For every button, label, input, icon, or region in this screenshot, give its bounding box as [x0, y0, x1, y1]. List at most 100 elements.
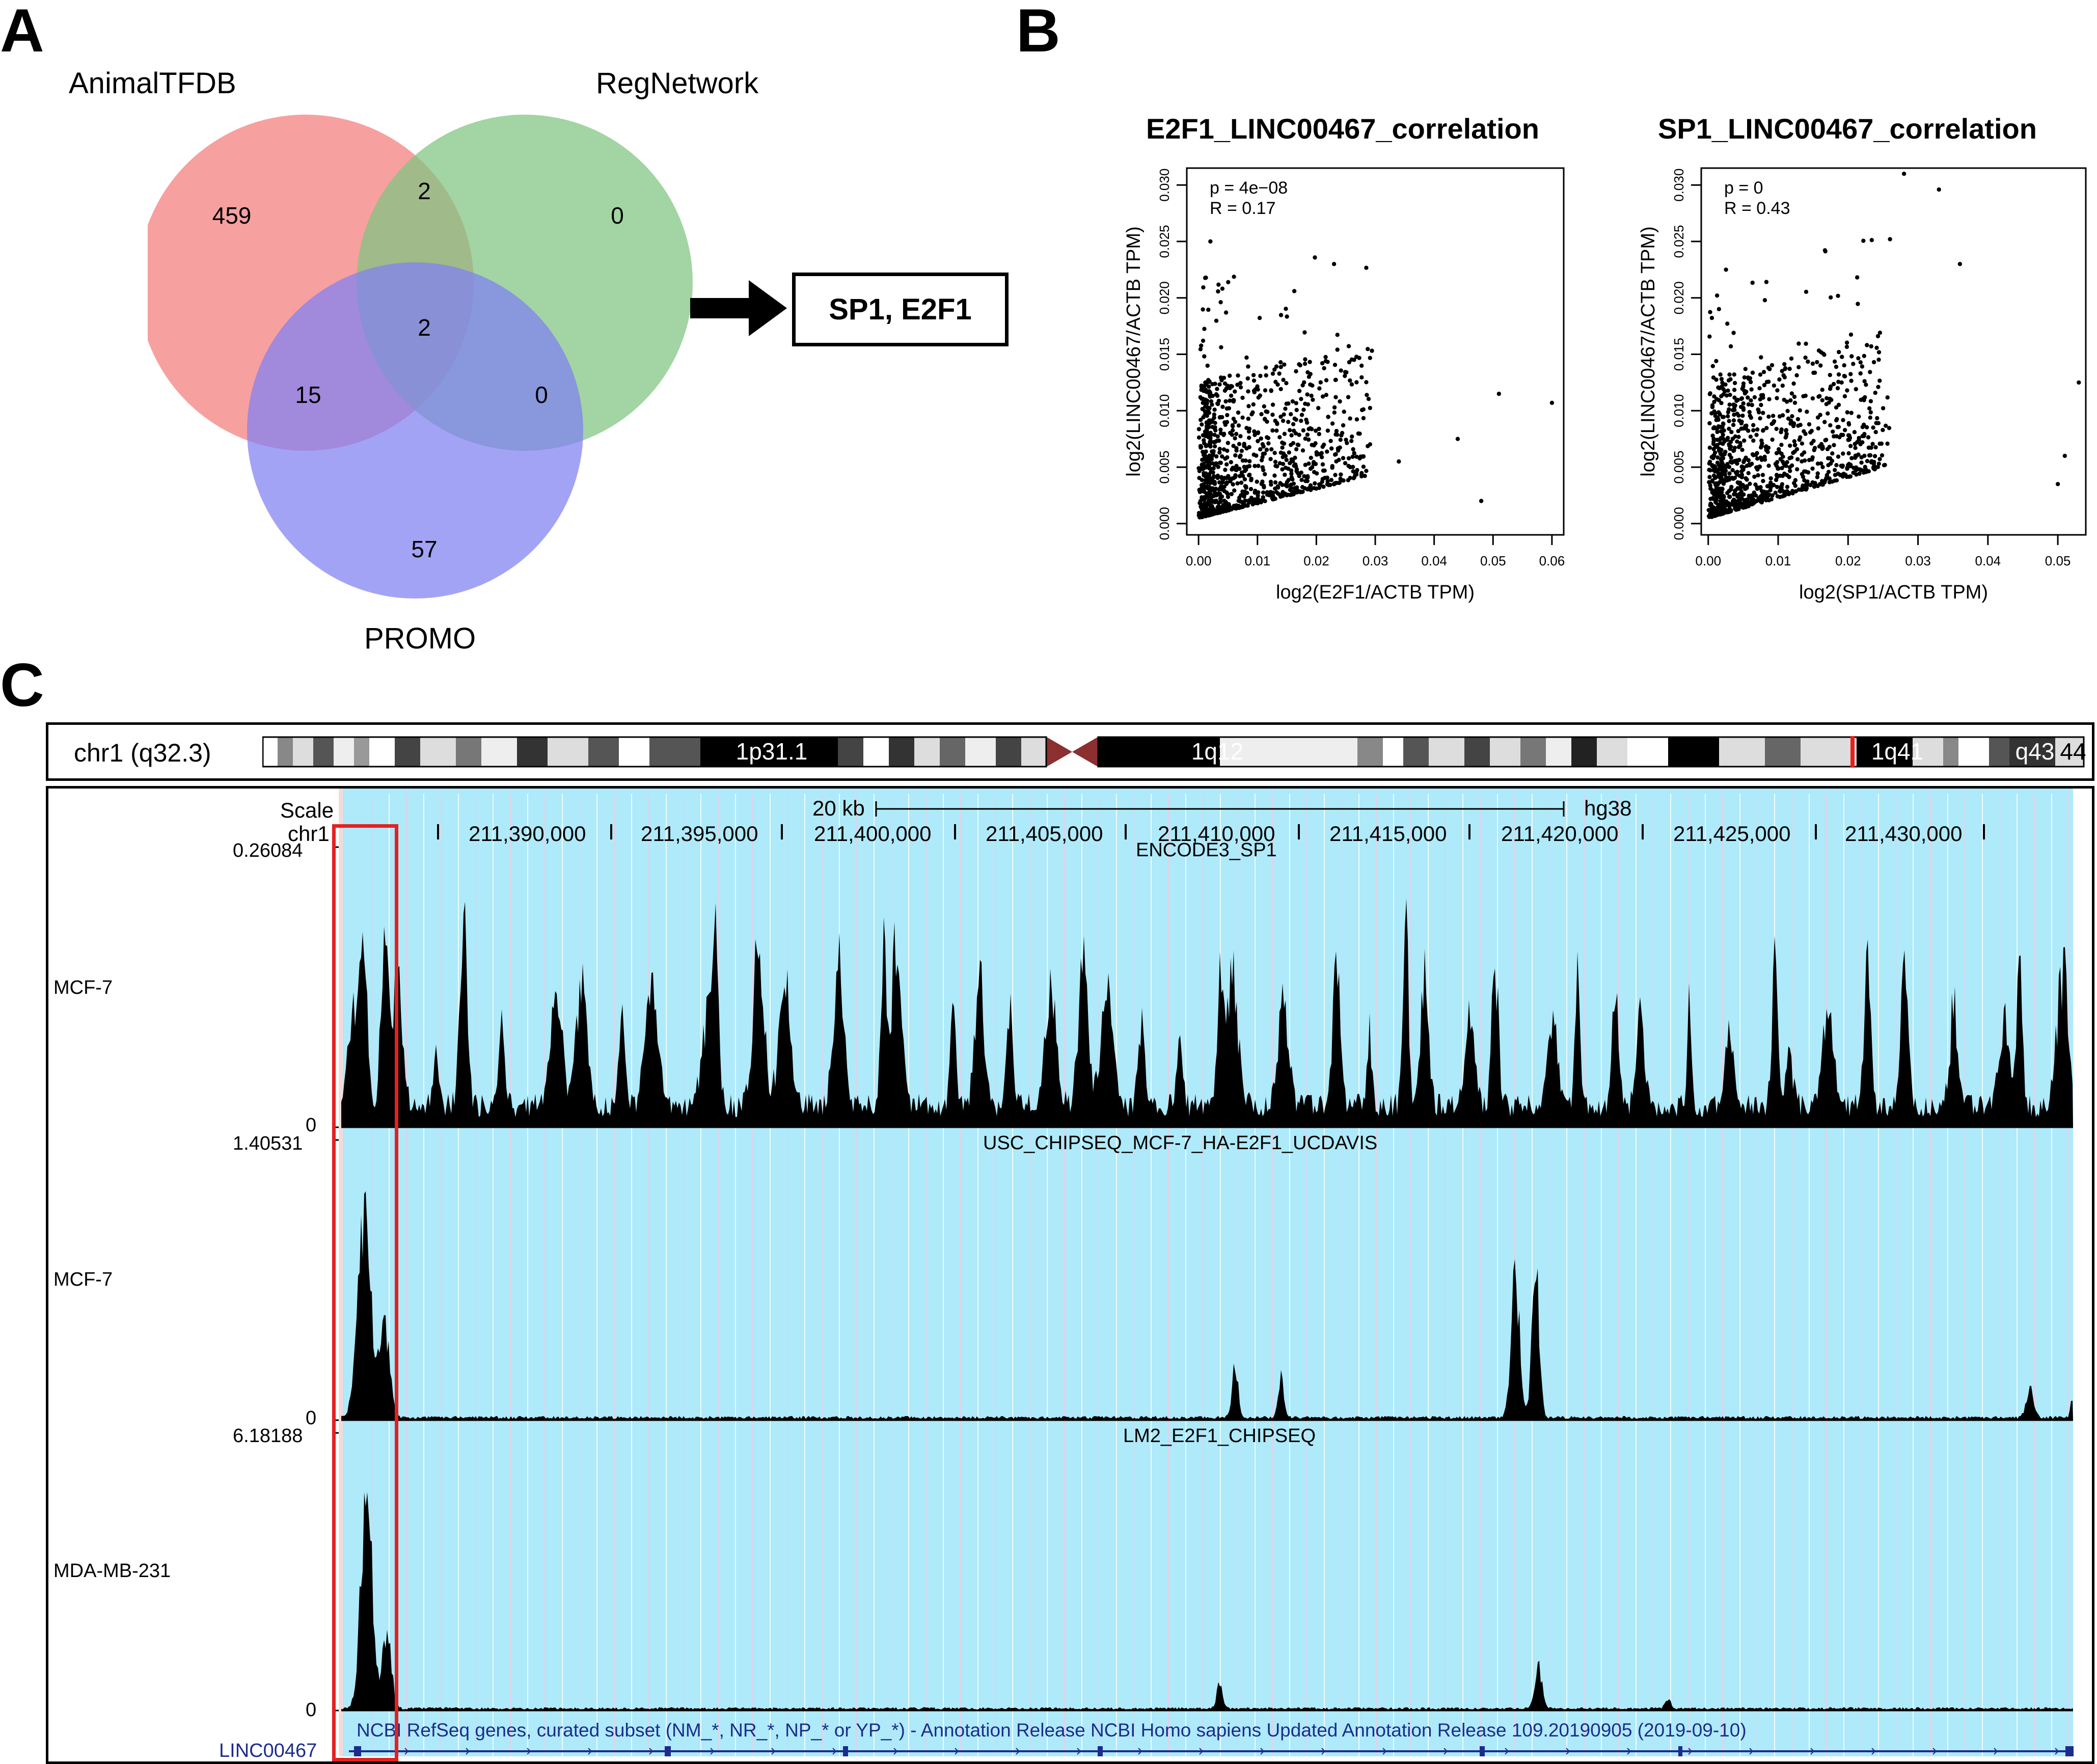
- scatter-point: [1816, 426, 1820, 431]
- scatter-point: [1785, 460, 1789, 465]
- scatter-point: [1810, 480, 1815, 485]
- position-label: 211,405,000: [986, 822, 1103, 846]
- ideogram-band: [1719, 737, 1765, 767]
- scatter-point: [1755, 456, 1760, 461]
- scatter-point: [1822, 420, 1827, 424]
- scatter-point: [1217, 438, 1221, 443]
- scatter-point: [1736, 507, 1741, 511]
- scatter-point: [1208, 390, 1213, 395]
- scatter-point: [1210, 454, 1214, 458]
- scatter-point: [1204, 513, 1209, 518]
- scatter-point: [1212, 412, 1216, 417]
- scatter-point: [1786, 416, 1791, 421]
- scatter-point: [1737, 457, 1741, 463]
- gene-label[interactable]: LINC00467: [219, 1740, 317, 1761]
- ideogram-band-label: 44: [2060, 738, 2086, 765]
- scatter-point: [1723, 510, 1727, 515]
- scatter-point: [1257, 316, 1262, 320]
- scatter-point: [1822, 352, 1827, 357]
- y-tick-label: 0.005: [1157, 451, 1172, 484]
- scatter-point: [1708, 483, 1712, 488]
- scatter-point: [1338, 399, 1342, 404]
- centromere: [1072, 737, 1098, 767]
- scatter-point: [1762, 383, 1767, 388]
- scatter-point: [1357, 431, 1362, 436]
- scatter-point: [1796, 365, 1801, 369]
- scatter-point: [1325, 449, 1329, 454]
- gene-exon: [1480, 1746, 1485, 1756]
- scatter-point: [1719, 436, 1723, 441]
- scatter-point: [1321, 484, 1326, 489]
- scatter-point: [1352, 451, 1356, 455]
- scatter-point: [1747, 410, 1752, 415]
- scatter-point: [1256, 464, 1261, 468]
- scatter-point: [1792, 439, 1796, 444]
- ideogram-band: [2055, 737, 2083, 767]
- scatter-point: [1252, 432, 1257, 438]
- strand-arrow: [1688, 1748, 1693, 1755]
- scatter-point: [1215, 401, 1220, 406]
- scatter-point: [1206, 378, 1210, 383]
- scatter-point: [1325, 475, 1329, 480]
- scatter-point: [1226, 280, 1231, 285]
- scatter-point: [1334, 428, 1339, 433]
- scatter-point: [1812, 370, 1817, 375]
- scatter-point: [1270, 371, 1275, 376]
- scatter-point: [1727, 442, 1731, 447]
- scatter-point: [1717, 412, 1722, 417]
- scatter-point: [1834, 405, 1839, 410]
- scatter-point: [1721, 442, 1725, 446]
- scatter-point: [1711, 437, 1716, 441]
- scatter-point: [1359, 375, 1364, 379]
- scatter-point: [1196, 511, 1202, 515]
- scatter-point: [1756, 407, 1760, 412]
- venn-set-label-promo: PROMO: [364, 622, 476, 655]
- scatter-point: [1210, 480, 1214, 485]
- gene-exon: [843, 1746, 848, 1756]
- scatter-point: [1720, 429, 1724, 433]
- scatter-point: [1858, 360, 1863, 365]
- scatter-point: [1252, 497, 1258, 502]
- scatter-point: [1731, 418, 1736, 423]
- track-ymin-e2f1-lm2: 0: [306, 1699, 317, 1721]
- scatter-point: [1745, 497, 1750, 502]
- scatter-point: [1243, 467, 1248, 472]
- x-tick-label: 0.03: [1905, 553, 1931, 568]
- scatter-point: [1278, 365, 1283, 369]
- scatter-point: [1710, 478, 1715, 483]
- scatter-point: [1216, 282, 1221, 287]
- scatter-point: [1366, 444, 1370, 448]
- scatter-point: [1831, 429, 1835, 434]
- scatter-point: [1217, 382, 1222, 387]
- scatter-point: [1709, 455, 1714, 459]
- scatter-point: [1349, 382, 1354, 387]
- scatter-point: [1258, 373, 1263, 378]
- scatter-point: [1234, 448, 1239, 453]
- scatter-point: [1201, 514, 1205, 519]
- scatter-point: [1308, 467, 1313, 471]
- scatter-point: [1746, 458, 1751, 463]
- scatter-point: [1877, 378, 1882, 383]
- scatter-point: [1857, 414, 1861, 419]
- scatter-point: [1735, 470, 1739, 474]
- scatter-point: [1827, 480, 1832, 484]
- scatter-point: [1849, 411, 1854, 415]
- scatter-point: [1233, 453, 1238, 458]
- genome-browser: Scale chr1 20 kb hg38 211,390,000 211,39…: [46, 786, 2094, 1764]
- scatter-point: [1236, 410, 1241, 415]
- scatter-point: [1256, 395, 1261, 400]
- ideogram-band: [1520, 737, 1546, 767]
- scatter-point: [1862, 354, 1866, 358]
- scatter-point: [1361, 465, 1366, 469]
- scatter-point: [1222, 388, 1228, 393]
- scatter-point: [1957, 262, 1963, 266]
- ideogram-band: [649, 737, 700, 767]
- track-ymax-e2f1-lm2: 6.18188: [233, 1425, 303, 1447]
- scatter-point: [1291, 492, 1296, 497]
- track-title-sp1: ENCODE3_SP1: [1136, 839, 1277, 861]
- scatter-point: [1196, 427, 1202, 431]
- scatter-point: [1758, 455, 1763, 460]
- scatter-point: [1242, 494, 1246, 499]
- scatter-point: [1810, 396, 1815, 401]
- scatter-point: [1753, 482, 1758, 487]
